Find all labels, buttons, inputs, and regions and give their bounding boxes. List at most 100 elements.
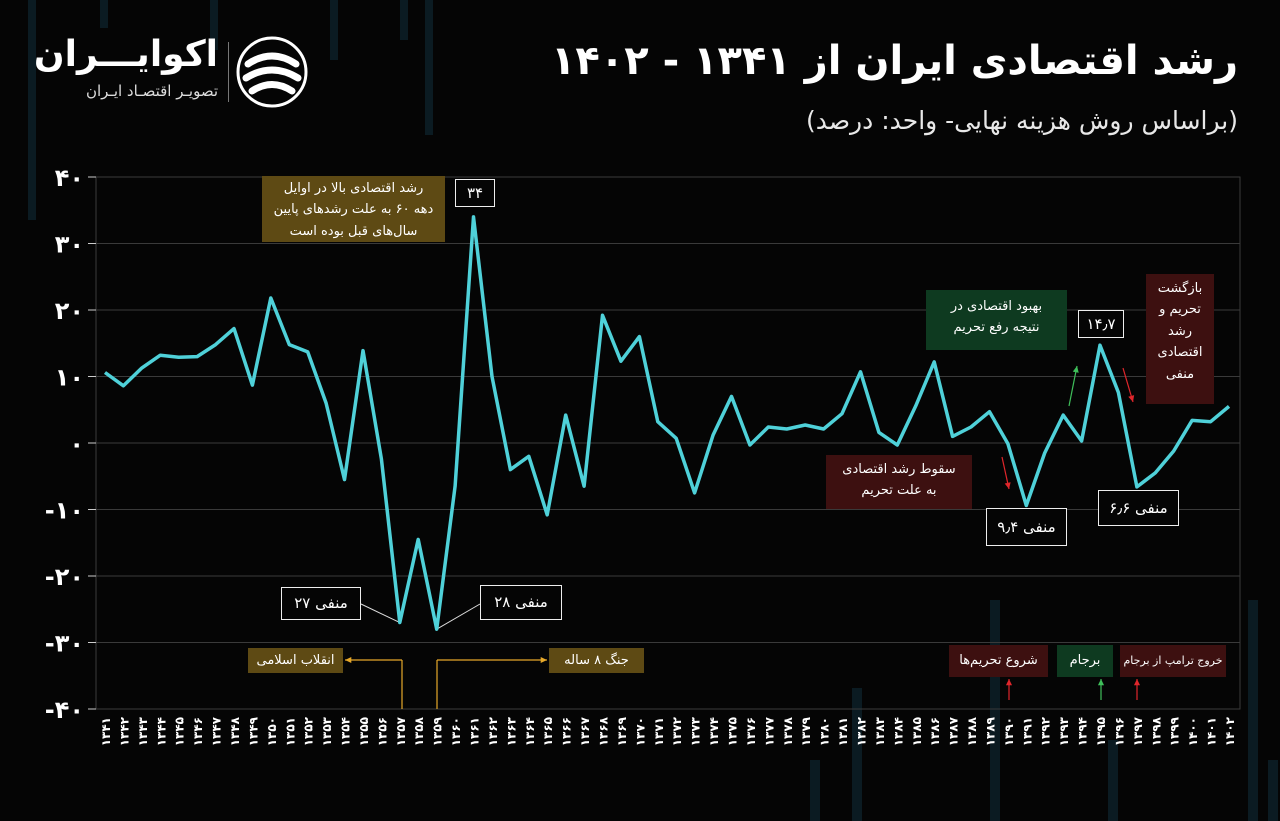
x-tick-label: ۱۳۶۱ (468, 717, 482, 746)
x-tick-label: ۱۳۶۵ (541, 717, 555, 746)
background-bar (400, 0, 408, 40)
jcpoa-arrow-head (1097, 679, 1105, 686)
y-tick-label: ۱۰ (55, 364, 84, 392)
x-tick-label: ۱۳۸۴ (891, 717, 905, 746)
x-tick-label: ۱۳۸۱ (836, 717, 850, 746)
x-tick-label: ۱۳۶۹ (615, 716, 629, 746)
x-tick-label: ۱۳۹۱ (1020, 717, 1034, 746)
fall-arrow-head (1004, 482, 1011, 489)
x-tick-label: ۱۳۴۲ (117, 716, 131, 746)
note-early-60s: رشد اقتصادی بالا در اوایل دهه ۶۰ به علت … (262, 176, 445, 242)
x-tick-label: ۱۳۷۳ (689, 716, 703, 746)
x-tick-label: ۱۳۹۶ (1112, 717, 1126, 746)
annotation-arrows (345, 365, 1141, 709)
background-bar (1268, 760, 1278, 821)
x-tick-label: ۱۳۹۳ (1057, 716, 1071, 746)
x-tick-label: ۱۳۶۷ (578, 716, 592, 746)
x-tick-label: ۱۳۴۶ (191, 717, 205, 746)
y-tick-label: ۲۰ (55, 297, 84, 325)
leader-line (436, 603, 481, 630)
x-tick-label: ۱۳۴۹ (246, 716, 260, 746)
x-tick-label: ۱۳۵۷ (394, 716, 408, 746)
x-tick-label: ۱۳۴۷ (210, 716, 224, 746)
background-bar (425, 0, 433, 135)
x-tick-label: ۱۳۷۱ (652, 717, 666, 746)
x-tick-label: ۱۳۹۴ (1076, 717, 1090, 746)
x-tick-label: ۱۳۴۱ (99, 717, 113, 746)
x-tick-label: ۱۴۰۲ (1223, 716, 1237, 746)
x-tick-label: ۱۳۵۸ (412, 716, 426, 746)
background-bar (28, 0, 36, 220)
trump-arrow-head (1133, 679, 1141, 686)
event-trump-exit: خروج ترامپ از برجام (1120, 645, 1226, 677)
x-tick-label: ۱۳۵۳ (320, 716, 334, 746)
x-tick-label: ۱۳۹۰ (1002, 717, 1016, 746)
sanctions-arrow-head (1005, 679, 1013, 686)
improvement-arrow-head (1072, 366, 1079, 373)
logo-divider (228, 42, 229, 102)
x-tick-label: ۱۳۹۷ (1131, 716, 1145, 746)
y-axis-ticks: ۴۰ ۳۰ ۲۰ ۱۰ ۰ -۱۰ -۲۰ -۳۰ -۴۰ (45, 164, 96, 724)
x-tick-label: ۱۳۸۶ (928, 717, 942, 746)
ekoiran-logo-icon (236, 36, 308, 108)
x-tick-label: ۱۳۹۵ (1094, 717, 1108, 746)
label-minus-6-6: منفی ۶٫۶ (1098, 490, 1179, 526)
x-tick-label: ۱۳۵۹ (431, 716, 445, 746)
x-tick-label: ۱۳۷۴ (707, 717, 721, 746)
note-sanctions-fall: سقوط رشد اقتصادی به علت تحریم (826, 455, 972, 509)
label-peak-34: ۳۴ (455, 179, 495, 207)
x-tick-label: ۱۳۷۵ (725, 717, 739, 746)
event-sanctions-start: شروع تحریم‌ها (949, 645, 1048, 677)
x-tick-label: ۱۳۷۶ (744, 717, 758, 746)
background-bar (1248, 600, 1258, 821)
x-tick-label: ۱۳۷۷ (762, 716, 776, 746)
x-tick-label: ۱۳۵۵ (357, 717, 371, 746)
background-bar (210, 0, 218, 50)
x-tick-label: ۱۳۴۵ (173, 717, 187, 746)
x-tick-label: ۱۳۸۹ (983, 716, 997, 746)
note-improvement: بهبود اقتصادی در نتیجه رفع تحریم (926, 290, 1067, 350)
chart-grid (95, 176, 1241, 710)
x-tick-label: ۱۳۸۳ (873, 716, 887, 746)
x-tick-label: ۱۳۶۴ (523, 717, 537, 746)
x-tick-label: ۱۳۷۸ (781, 716, 795, 746)
leader-line (360, 603, 401, 624)
x-tick-label: ۱۳۶۰ (449, 717, 463, 746)
return-arrow-head (1128, 395, 1135, 402)
y-tick-label: ۳۰ (55, 231, 84, 259)
war-arrow-head (540, 656, 547, 664)
x-tick-label: ۱۳۷۲ (670, 716, 684, 746)
y-tick-label: ۴۰ (55, 164, 84, 192)
x-tick-label: ۱۳۸۵ (910, 717, 924, 746)
x-tick-label: ۱۳۸۰ (818, 717, 832, 746)
x-tick-label: ۱۳۴۳ (136, 716, 150, 746)
note-sanctions-return: بازگشت تحریم و رشد اقتصادی منفی (1146, 274, 1214, 404)
background-bar (810, 760, 820, 821)
label-14-7: ۱۴٫۷ (1078, 310, 1124, 338)
x-tick-label: ۱۴۰۰ (1186, 717, 1200, 746)
event-war: جنگ ۸ ساله (549, 648, 644, 673)
growth-series-line (103, 215, 1231, 631)
x-axis-ticks: ۱۳۴۱ ۱۳۴۲ ۱۳۴۳ ۱۳۴۴ ۱۳۴۵ ۱۳۴۶ ۱۳۴۷ ۱۳۴۸ ۱۳۴۹ ۱۳۵۰… (99, 716, 1237, 746)
logo-name: اکوایـــران (33, 34, 218, 75)
x-tick-label: ۱۳۷۰ (633, 717, 647, 746)
x-tick-label: ۱۳۹۸ (1149, 716, 1163, 746)
background-bar (1108, 740, 1118, 821)
event-jcpoa: برجام (1057, 645, 1113, 677)
x-tick-label: ۱۳۹۲ (1039, 716, 1053, 746)
y-tick-label: ۰ (69, 430, 84, 458)
x-tick-label: ۱۳۹۹ (1168, 716, 1182, 746)
x-tick-label: ۱۳۵۰ (265, 717, 279, 746)
y-tick-label: -۲۰ (45, 563, 84, 591)
label-minus-27: منفی ۲۷ (281, 587, 361, 620)
chart-title: رشد اقتصادی ایران از ۱۳۴۱ - ۱۴۰۲ (551, 38, 1238, 84)
label-minus-28: منفی ۲۸ (480, 585, 562, 620)
x-tick-label: ۱۳۶۸ (597, 716, 611, 746)
event-revolution: انقلاب اسلامی (248, 648, 343, 673)
x-tick-label: ۱۳۸۷ (947, 716, 961, 746)
x-tick-label: ۱۳۴۴ (154, 717, 168, 746)
background-bar (330, 0, 338, 60)
x-tick-label: ۱۳۵۴ (339, 717, 353, 746)
x-tick-label: ۱۳۸۸ (965, 716, 979, 746)
